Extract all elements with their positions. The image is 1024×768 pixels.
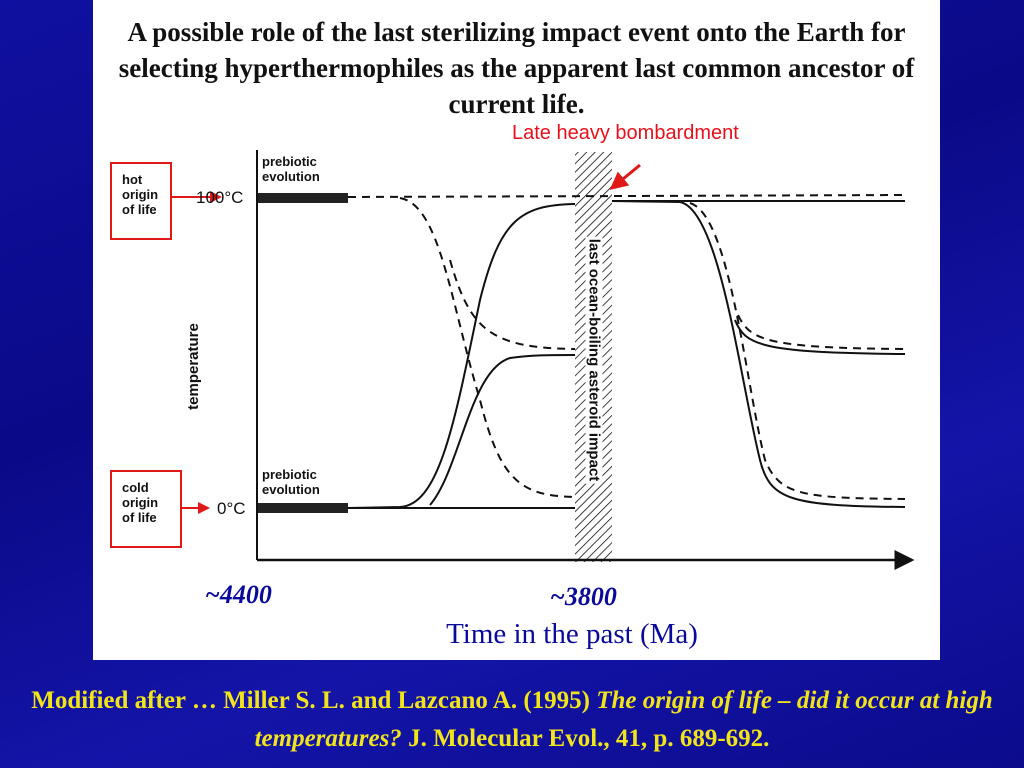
prebiotic-band-hot — [258, 193, 348, 203]
hot-origin-box: hot origin of life — [110, 162, 172, 240]
dashed-drop-to-mid — [449, 259, 576, 350]
impact-bar-text: last ocean-boiling asteroid impact — [585, 236, 603, 484]
y-tick-0: 0°C — [217, 499, 246, 518]
prebiotic-label-cold: prebiotic evolution — [262, 467, 320, 497]
x-tick-4400: ~4400 — [205, 580, 272, 609]
solid-drop-to-cold — [611, 200, 906, 508]
cold-origin-box: cold origin of life — [110, 470, 182, 548]
citation-caption: Modified after … Miller S. L. and Lazcan… — [0, 682, 1024, 758]
prebiotic-label-hot: prebiotic evolution — [262, 154, 320, 184]
bombardment-arrow — [609, 163, 641, 190]
solid-drop-to-mid — [734, 319, 906, 355]
solid-rise-to-hot — [347, 203, 576, 509]
dashed-right-drop-to-mid — [737, 314, 906, 350]
x-tick-3800: ~3800 — [550, 582, 617, 611]
late-heavy-bombardment-label: Late heavy bombardment — [512, 122, 739, 144]
x-axis-title: Time in the past (Ma) — [446, 618, 698, 650]
prebiotic-band-cold — [258, 503, 348, 513]
y-tick-100: 100°C — [196, 188, 244, 207]
solid-rise-to-mid — [429, 354, 576, 506]
caption-journal: J. Molecular Evol., 41, p. 689-692. — [401, 725, 770, 752]
slide-panel — [93, 0, 940, 660]
caption-article-title: The origin of life – did it occur at hig… — [254, 687, 993, 752]
y-axis-label: temperature — [184, 323, 202, 410]
dashed-right-drop-to-cold — [689, 202, 906, 500]
x-axis-title-box: Time in the past (Ma) — [342, 608, 802, 660]
caption-authors: Modified after … Miller S. L. and Lazcan… — [31, 687, 597, 714]
dashed-hot-baseline — [347, 194, 906, 198]
dashed-drop-to-cold — [399, 197, 576, 498]
slide-title: A possible role of the last sterilizing … — [118, 17, 915, 119]
